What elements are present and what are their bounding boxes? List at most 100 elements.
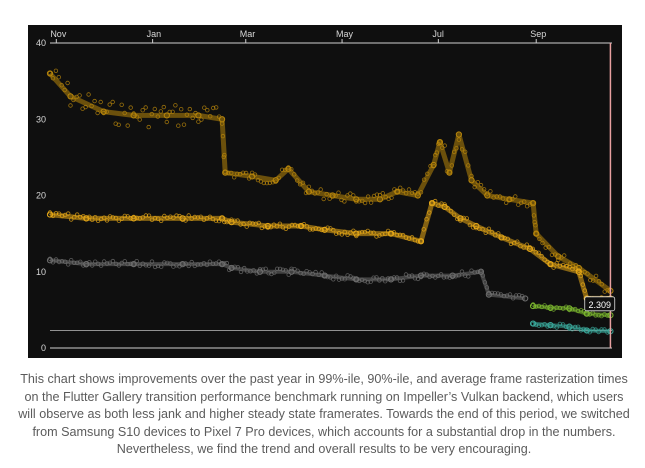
data-point-cloud [394,232,400,238]
data-point-cloud [533,222,538,228]
data-point-cloud [232,218,237,223]
data-point [529,302,537,310]
data-point-cloud [397,278,403,283]
data-point-cloud [380,275,385,281]
data-point-cloud [409,235,415,240]
data-point-cloud [466,274,471,279]
data-point-cloud [298,224,304,229]
data-point-cloud [131,262,136,267]
data-point [417,238,425,245]
data-point-cloud [345,232,350,237]
data-point-cloud [542,322,547,327]
data-point-cloud [158,264,164,269]
data-point-cloud [482,280,488,285]
data-point-cloud [225,170,231,176]
data-point-cloud [110,215,116,220]
data-point-cloud [425,171,430,176]
data-point-cloud [50,213,56,219]
data-point-cloud [442,202,447,207]
data-point-cloud [306,184,312,189]
data-point-cloud [605,288,610,293]
data-point-cloud [128,261,133,266]
data-point-cloud [264,180,270,186]
data-point [163,112,170,119]
data-point-cloud [59,83,64,88]
data-point-cloud [210,105,216,111]
data-point-cloud [368,230,373,235]
data-point-cloud [186,263,191,269]
data-point-cloud [143,263,149,268]
data-point-cloud [587,330,592,335]
data-point [46,211,54,218]
data-point-cloud [448,208,454,214]
data-point-cloud [336,190,341,195]
data-point-cloud [235,264,241,270]
data-point-cloud [464,216,469,221]
data-point-cloud [149,111,154,117]
data-point [100,108,107,115]
data-point-cloud [374,275,379,280]
data-point [566,305,573,312]
data-point-cloud [92,214,98,220]
data-point-cloud [56,75,61,80]
data-point-cloud [505,236,510,241]
data-point-cloud [334,273,339,278]
data-point-cloud [554,261,559,266]
data-point-cloud [395,189,400,194]
data-point-cloud [380,191,385,196]
data-point-cloud [122,259,127,264]
data-point-cloud [599,327,604,332]
data-point-cloud [548,262,553,267]
data-point-cloud [134,258,139,264]
data-point-cloud [89,103,94,109]
data-point-cloud [137,263,142,268]
data-point-cloud [101,259,107,264]
data-point-cloud [228,170,234,176]
data-point [285,165,292,172]
data-point-cloud [219,261,225,267]
data-point-cloud [441,275,447,280]
data-point-cloud [567,307,572,313]
data-point-cloud [231,175,237,180]
data-point-cloud [260,267,265,272]
data-point-cloud [510,196,515,202]
data-point-cloud [47,210,53,215]
data-point-cloud [484,285,490,290]
data-point-cloud [596,313,601,318]
data-point-cloud [279,167,285,172]
data-point-cloud [582,288,587,293]
data-point [264,222,271,230]
data-point [394,188,401,195]
data-point-cloud [207,214,213,219]
data-point-cloud [494,194,499,199]
data-point-cloud [146,263,152,268]
data-point-cloud [155,216,161,221]
data-point [441,203,448,211]
data-point-cloud [168,261,173,266]
data-point-cloud [220,133,226,139]
data-point-cloud [354,199,359,204]
data-point-cloud [241,221,246,227]
data-point-cloud [442,143,447,148]
data-point-cloud [524,242,529,247]
data-point-cloud [247,220,252,225]
data-point [526,245,534,252]
data-point-cloud [295,268,300,273]
data-point-cloud [530,246,535,251]
data-point-cloud [289,222,295,228]
data-point-cloud [536,250,541,255]
data-point-cloud [92,98,97,104]
data-point-cloud [368,279,373,284]
data-point-cloud [171,215,176,220]
data-point [130,112,137,119]
data-point-cloud [301,271,306,276]
data-point-cloud [515,239,520,244]
data-point-cloud [424,272,429,277]
data-point-cloud [507,197,512,202]
data-point-cloud [406,187,412,192]
data-point-cloud [113,215,119,221]
data-point-cloud [261,180,267,186]
data-point-cloud [316,272,321,277]
data-point-cloud [89,217,95,222]
data-point-cloud [342,199,347,204]
